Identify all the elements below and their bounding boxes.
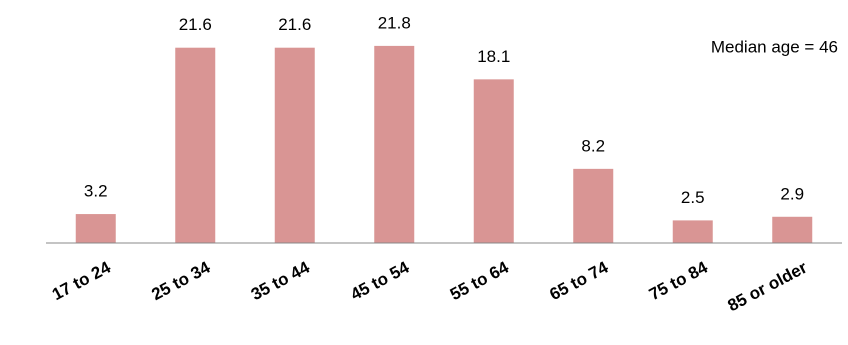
x-tick-label: 45 to 54 [347, 257, 412, 304]
bar [772, 216, 813, 243]
value-label: 2.5 [681, 188, 705, 207]
bar [75, 214, 116, 243]
value-label: 8.2 [581, 136, 605, 155]
value-label: 18.1 [477, 47, 510, 66]
bar [672, 220, 713, 243]
bar [573, 168, 614, 243]
x-tick-label: 65 to 74 [546, 257, 611, 304]
x-tick-label: 25 to 34 [148, 257, 213, 304]
annotation: Median age = 46 [711, 37, 838, 56]
value-label: 21.8 [378, 13, 411, 32]
value-label: 21.6 [278, 15, 311, 34]
x-tick-label: 75 to 84 [646, 257, 711, 304]
value-label: 21.6 [179, 15, 212, 34]
value-label: 3.2 [84, 182, 108, 201]
bar [274, 47, 315, 244]
x-tick-label: 85 or older [725, 258, 811, 316]
bar [473, 79, 514, 244]
x-tick-label: 35 to 44 [248, 257, 313, 304]
bar [374, 45, 415, 244]
x-tick-label: 55 to 64 [447, 257, 512, 304]
x-tick-label: 17 to 24 [49, 257, 114, 304]
value-label: 2.9 [780, 184, 804, 203]
bar [175, 47, 216, 244]
